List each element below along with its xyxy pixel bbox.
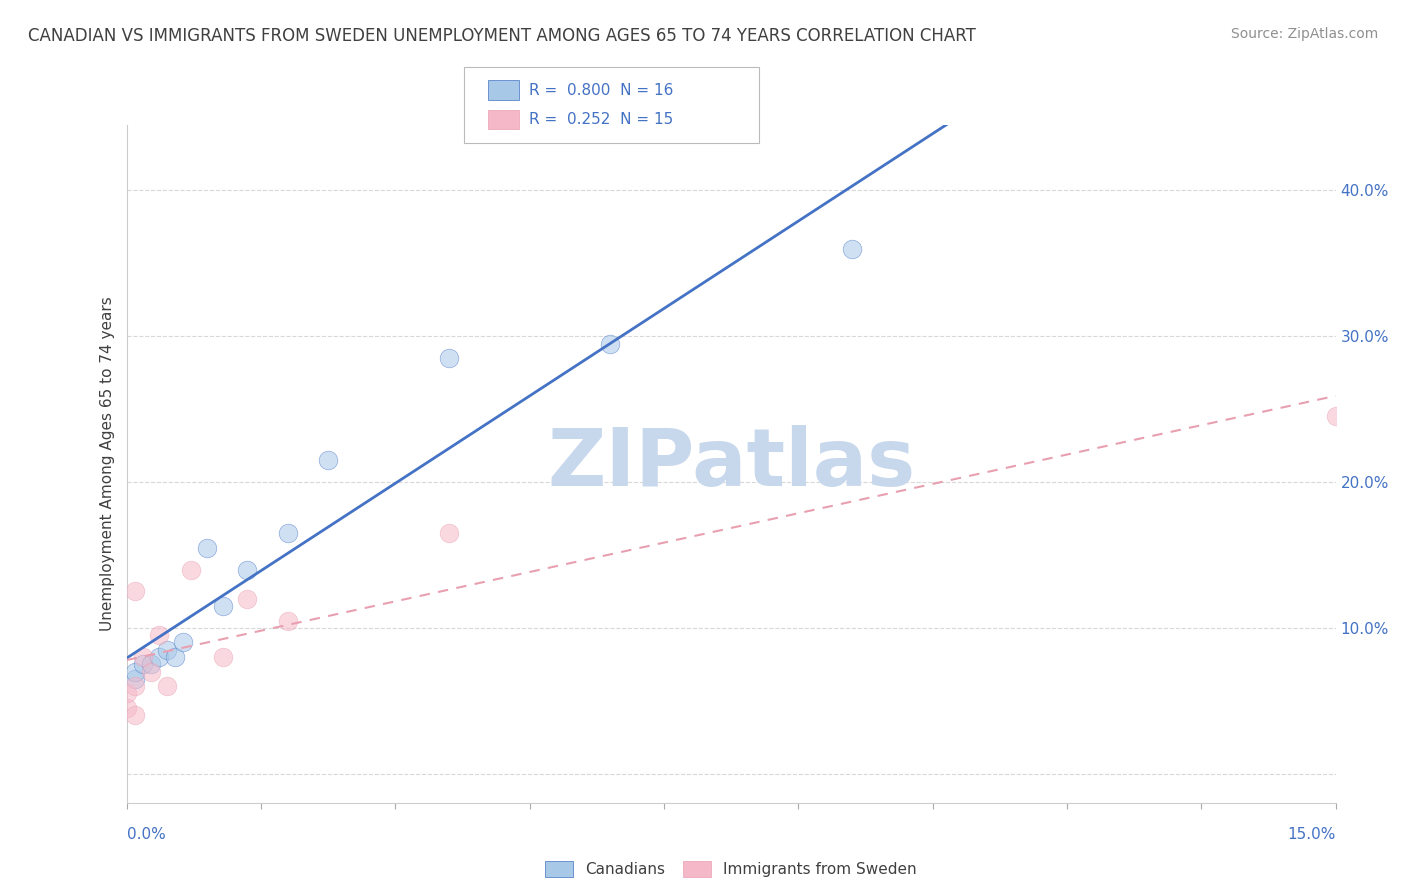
Point xyxy=(180,562,202,576)
Point xyxy=(148,628,170,642)
Point xyxy=(156,642,179,657)
Point xyxy=(124,679,146,693)
Text: R =  0.252  N = 15: R = 0.252 N = 15 xyxy=(529,112,673,127)
Y-axis label: Unemployment Among Ages 65 to 74 years: Unemployment Among Ages 65 to 74 years xyxy=(100,296,115,632)
Point xyxy=(148,650,170,665)
Point xyxy=(139,665,162,679)
Point xyxy=(599,336,621,351)
Point xyxy=(172,635,194,649)
Point xyxy=(139,657,162,672)
Text: 0.0%: 0.0% xyxy=(127,827,166,841)
Point xyxy=(316,453,339,467)
Text: R =  0.800  N = 16: R = 0.800 N = 16 xyxy=(529,83,673,97)
Point xyxy=(195,541,218,555)
Point xyxy=(277,526,299,541)
Point xyxy=(163,650,186,665)
Point xyxy=(841,242,863,256)
Point xyxy=(236,591,259,606)
Point xyxy=(212,599,235,613)
Legend: Canadians, Immigrants from Sweden: Canadians, Immigrants from Sweden xyxy=(540,855,922,883)
Point xyxy=(131,657,153,672)
Text: 15.0%: 15.0% xyxy=(1288,827,1336,841)
Point xyxy=(115,701,138,715)
Point xyxy=(236,562,259,576)
Point xyxy=(437,351,460,366)
Point xyxy=(124,708,146,723)
Text: ZIPatlas: ZIPatlas xyxy=(547,425,915,503)
Point xyxy=(277,614,299,628)
Point xyxy=(124,665,146,679)
Point xyxy=(115,686,138,700)
Point xyxy=(131,650,153,665)
Point xyxy=(1324,409,1347,424)
Point xyxy=(156,679,179,693)
Point xyxy=(212,650,235,665)
Point xyxy=(437,526,460,541)
Point xyxy=(124,584,146,599)
Text: CANADIAN VS IMMIGRANTS FROM SWEDEN UNEMPLOYMENT AMONG AGES 65 TO 74 YEARS CORREL: CANADIAN VS IMMIGRANTS FROM SWEDEN UNEMP… xyxy=(28,27,976,45)
Text: Source: ZipAtlas.com: Source: ZipAtlas.com xyxy=(1230,27,1378,41)
Point xyxy=(124,672,146,686)
